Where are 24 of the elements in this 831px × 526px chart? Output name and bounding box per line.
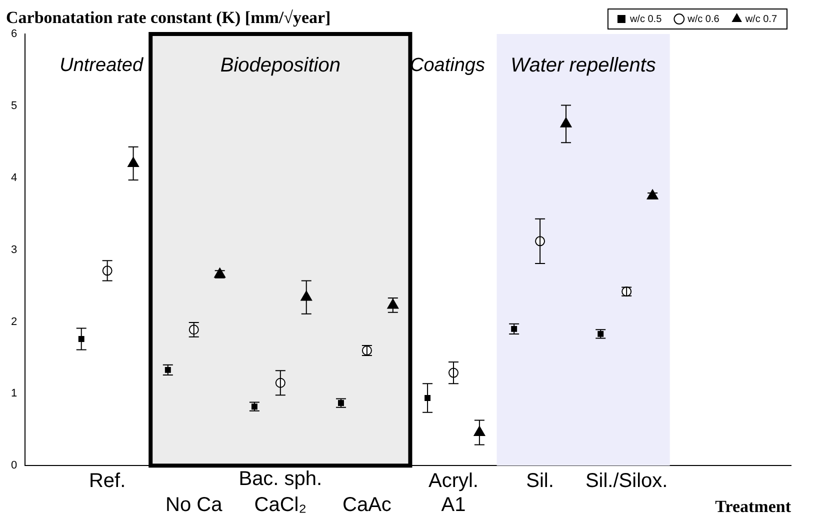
x-tick-label: CaCl₂ [254, 494, 307, 516]
x-tick-label: CaAc [342, 494, 392, 516]
x-tick-label: Sil./Silox. [585, 470, 668, 492]
legend-label: w/c 0.5 [628, 14, 662, 25]
chart-title: Carbonatation rate constant (K) [mm/√year] [6, 8, 331, 28]
y-tick-label: 3 [10, 244, 18, 256]
band-label: Biodeposition [220, 54, 340, 77]
x-tick-label: Sil. [526, 470, 554, 492]
y-tick-label: 0 [10, 460, 18, 472]
annotation: Coatings [410, 54, 486, 76]
x-tick-label: Acryl. A1 [428, 470, 478, 516]
x-tick-label: No Ca [166, 494, 224, 516]
text: Bac. sph. [238, 468, 322, 490]
y-tick-label: 1 [10, 388, 18, 400]
x-axis-title: Treatment [715, 497, 792, 516]
x-tick-label: Ref. [88, 470, 126, 492]
y-tick-label: 4 [10, 172, 18, 184]
y-tick-label: 5 [10, 100, 18, 112]
band-label: Water repellents [510, 54, 656, 77]
legend-label: w/c 0.7 [744, 14, 778, 25]
annotation: Untreated [60, 54, 144, 76]
y-tick-label: 6 [10, 28, 18, 40]
legend-label: w/c 0.6 [686, 14, 720, 25]
y-tick-label: 2 [10, 316, 18, 328]
